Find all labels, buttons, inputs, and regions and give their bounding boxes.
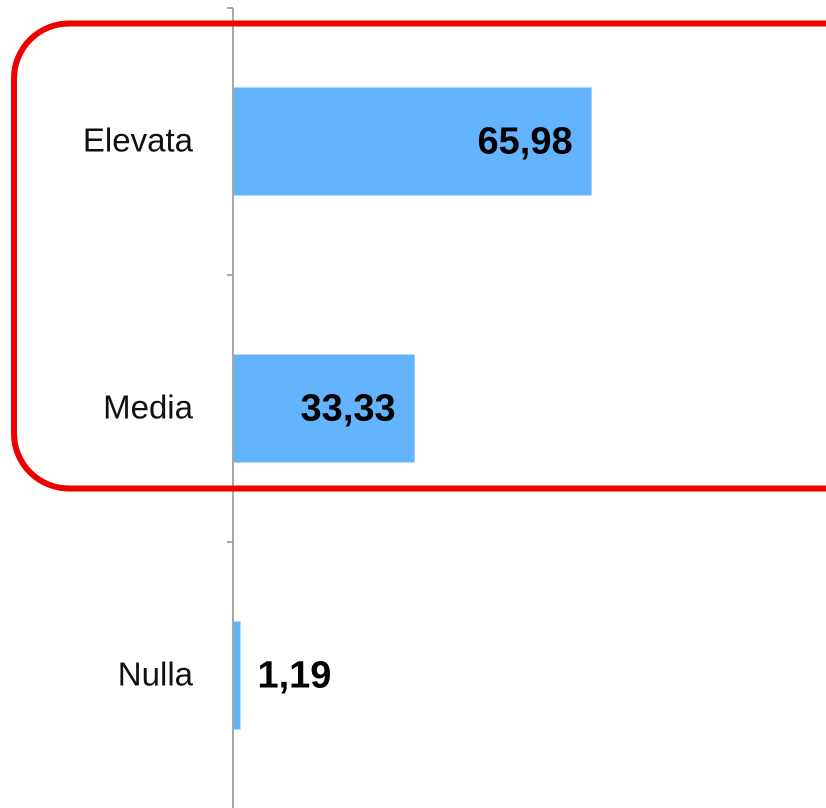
highlight-frame [11, 20, 826, 492]
category-label: Elevata [83, 122, 194, 159]
value-label: 1,19 [257, 655, 331, 697]
value-label: 33,33 [301, 388, 396, 430]
category-label: Media [103, 389, 194, 426]
axis-ticks [227, 7, 233, 543]
category-label: Nulla [118, 656, 194, 693]
value-label: 65,98 [478, 121, 573, 163]
value-labels: 65,98 33,33 1,19 [257, 121, 572, 697]
category-labels: Elevata Media Nulla [83, 122, 194, 693]
bar-media [234, 354, 415, 463]
bar-elevata [234, 87, 592, 196]
bar-nulla [234, 621, 241, 730]
bars [234, 87, 592, 730]
